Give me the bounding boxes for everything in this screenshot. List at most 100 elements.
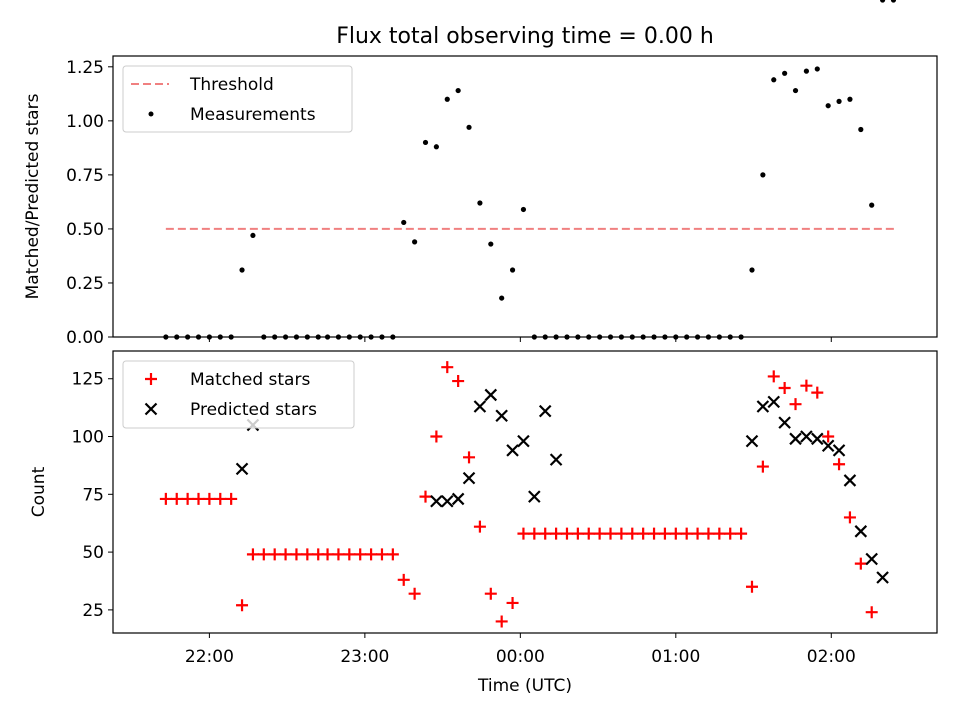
predicted-star-marker xyxy=(495,409,508,422)
chart-title: Flux total observing time = 0.00 h xyxy=(336,24,714,49)
predicted-star-marker xyxy=(451,492,465,506)
predicted-star-marker xyxy=(800,430,813,443)
measurement-point xyxy=(455,87,461,94)
predicted-star-marker xyxy=(876,571,889,584)
matched-star-marker xyxy=(756,460,769,473)
matched-star-marker xyxy=(214,492,227,505)
measurement-point xyxy=(782,70,788,76)
ratio-legend-box xyxy=(122,65,353,133)
measurement-point xyxy=(803,68,810,74)
matched-star-marker xyxy=(495,615,508,628)
count-x-tick-label: 00:00 xyxy=(496,647,545,667)
legend-x-marker xyxy=(144,402,158,416)
matched-star-marker xyxy=(375,548,388,561)
count-axes-ticks: 25507510012521:0022:0023:0000:0001:0002:… xyxy=(72,370,856,667)
predicted-star-marker xyxy=(745,434,759,448)
ratio-y-tick-label: 0.25 xyxy=(66,274,104,294)
matched-star-marker xyxy=(713,527,726,540)
legend-measurements-label: Measurements xyxy=(190,105,316,125)
measurement-point xyxy=(509,267,516,273)
count-y-tick-label: 100 xyxy=(72,428,104,448)
legend-measurement-swatch xyxy=(148,111,154,117)
predicted-star-marker xyxy=(865,552,878,566)
ratio-panel: 0.00 0.25 0.50 0.75 1.00 1.25 Matched/Predict… xyxy=(23,0,938,348)
count-y-tick-label: 125 xyxy=(72,370,104,390)
matched-star-marker xyxy=(517,527,530,540)
matched-star-marker xyxy=(843,511,856,524)
matched-star-marker xyxy=(789,398,802,411)
matched-star-marker xyxy=(473,520,486,533)
predicted-star-marker xyxy=(789,432,802,446)
count-legend: Matched stars Predicted stars xyxy=(122,360,355,429)
predicted-star-marker xyxy=(778,416,791,429)
matched-star-marker xyxy=(225,492,238,505)
matched-star-marker xyxy=(865,606,878,619)
predicted-star-marker xyxy=(528,490,541,503)
matched-star-marker xyxy=(680,527,693,540)
measurement-point xyxy=(847,96,853,102)
predicted-star-marker xyxy=(506,444,519,457)
matched-star-marker xyxy=(593,527,606,540)
matched-star-marker xyxy=(702,527,715,540)
count-y-tick-label: 50 xyxy=(82,543,104,563)
measurement-point xyxy=(869,202,875,208)
ratio-y-tick-label: 1.00 xyxy=(66,112,104,132)
matched-star-marker xyxy=(301,548,314,561)
legend-plus-marker xyxy=(145,373,157,385)
count-x-tick-label: 23:00 xyxy=(340,647,389,667)
predicted-star-marker xyxy=(811,432,824,446)
matched-star-marker xyxy=(246,548,259,561)
matched-star-marker xyxy=(800,379,813,392)
predicted-star-marker xyxy=(832,444,846,457)
matched-star-marker xyxy=(648,527,661,540)
count-x-tick-label: 01:00 xyxy=(651,647,700,667)
measurement-point xyxy=(825,103,831,109)
matched-star-marker xyxy=(419,490,432,503)
legend-predicted-label: Predicted stars xyxy=(190,400,317,420)
measurement-point xyxy=(444,96,450,102)
measurement-point xyxy=(433,144,439,150)
matched-star-marker xyxy=(386,548,399,561)
measurement-point xyxy=(760,172,766,178)
matched-star-marker xyxy=(192,492,205,505)
ratio-y-tick-label: 0.50 xyxy=(66,220,104,240)
measurement-points xyxy=(163,0,897,340)
matched-star-marker xyxy=(604,527,617,540)
measurement-point xyxy=(250,232,256,239)
matched-star-marker xyxy=(811,386,824,399)
matched-star-marker xyxy=(332,548,345,561)
count-panel: 25507510012521:0022:0023:0000:0001:0002:… xyxy=(29,351,938,696)
count-x-tick-label: 22:00 xyxy=(185,647,234,667)
matched-star-marker xyxy=(343,548,356,561)
measurement-point xyxy=(879,0,886,3)
matched-star-marker xyxy=(550,527,563,540)
predicted-star-marker xyxy=(767,395,781,409)
predicted-star-marker xyxy=(517,434,530,448)
x-axis-label: Time (UTC) xyxy=(477,676,572,696)
count-x-tick-label: 02:00 xyxy=(807,647,856,667)
legend-matched-label: Matched stars xyxy=(190,370,310,390)
matched-star-markers xyxy=(160,361,878,628)
measurement-point xyxy=(890,0,897,3)
predicted-star-marker xyxy=(484,388,498,402)
measurement-point xyxy=(749,267,755,273)
ratio-plot-frame xyxy=(112,55,938,338)
matched-star-marker xyxy=(778,381,791,394)
legend-predicted-swatch xyxy=(144,402,158,416)
predicted-star-marker xyxy=(538,404,552,418)
matched-star-marker xyxy=(397,573,410,586)
legend-matched-swatch xyxy=(145,373,157,385)
matched-star-marker xyxy=(691,527,704,540)
matched-star-marker xyxy=(430,430,443,443)
matched-star-marker xyxy=(181,492,194,505)
matched-star-marker xyxy=(669,527,682,540)
measurement-point xyxy=(412,239,418,245)
ratio-y-tick-label: 0.00 xyxy=(66,328,104,348)
matched-star-marker xyxy=(560,527,573,540)
predicted-star-marker xyxy=(462,471,476,485)
matched-star-marker xyxy=(321,548,334,561)
matched-star-marker xyxy=(571,527,584,540)
matched-star-marker xyxy=(539,527,552,540)
matched-star-marker xyxy=(408,587,421,600)
